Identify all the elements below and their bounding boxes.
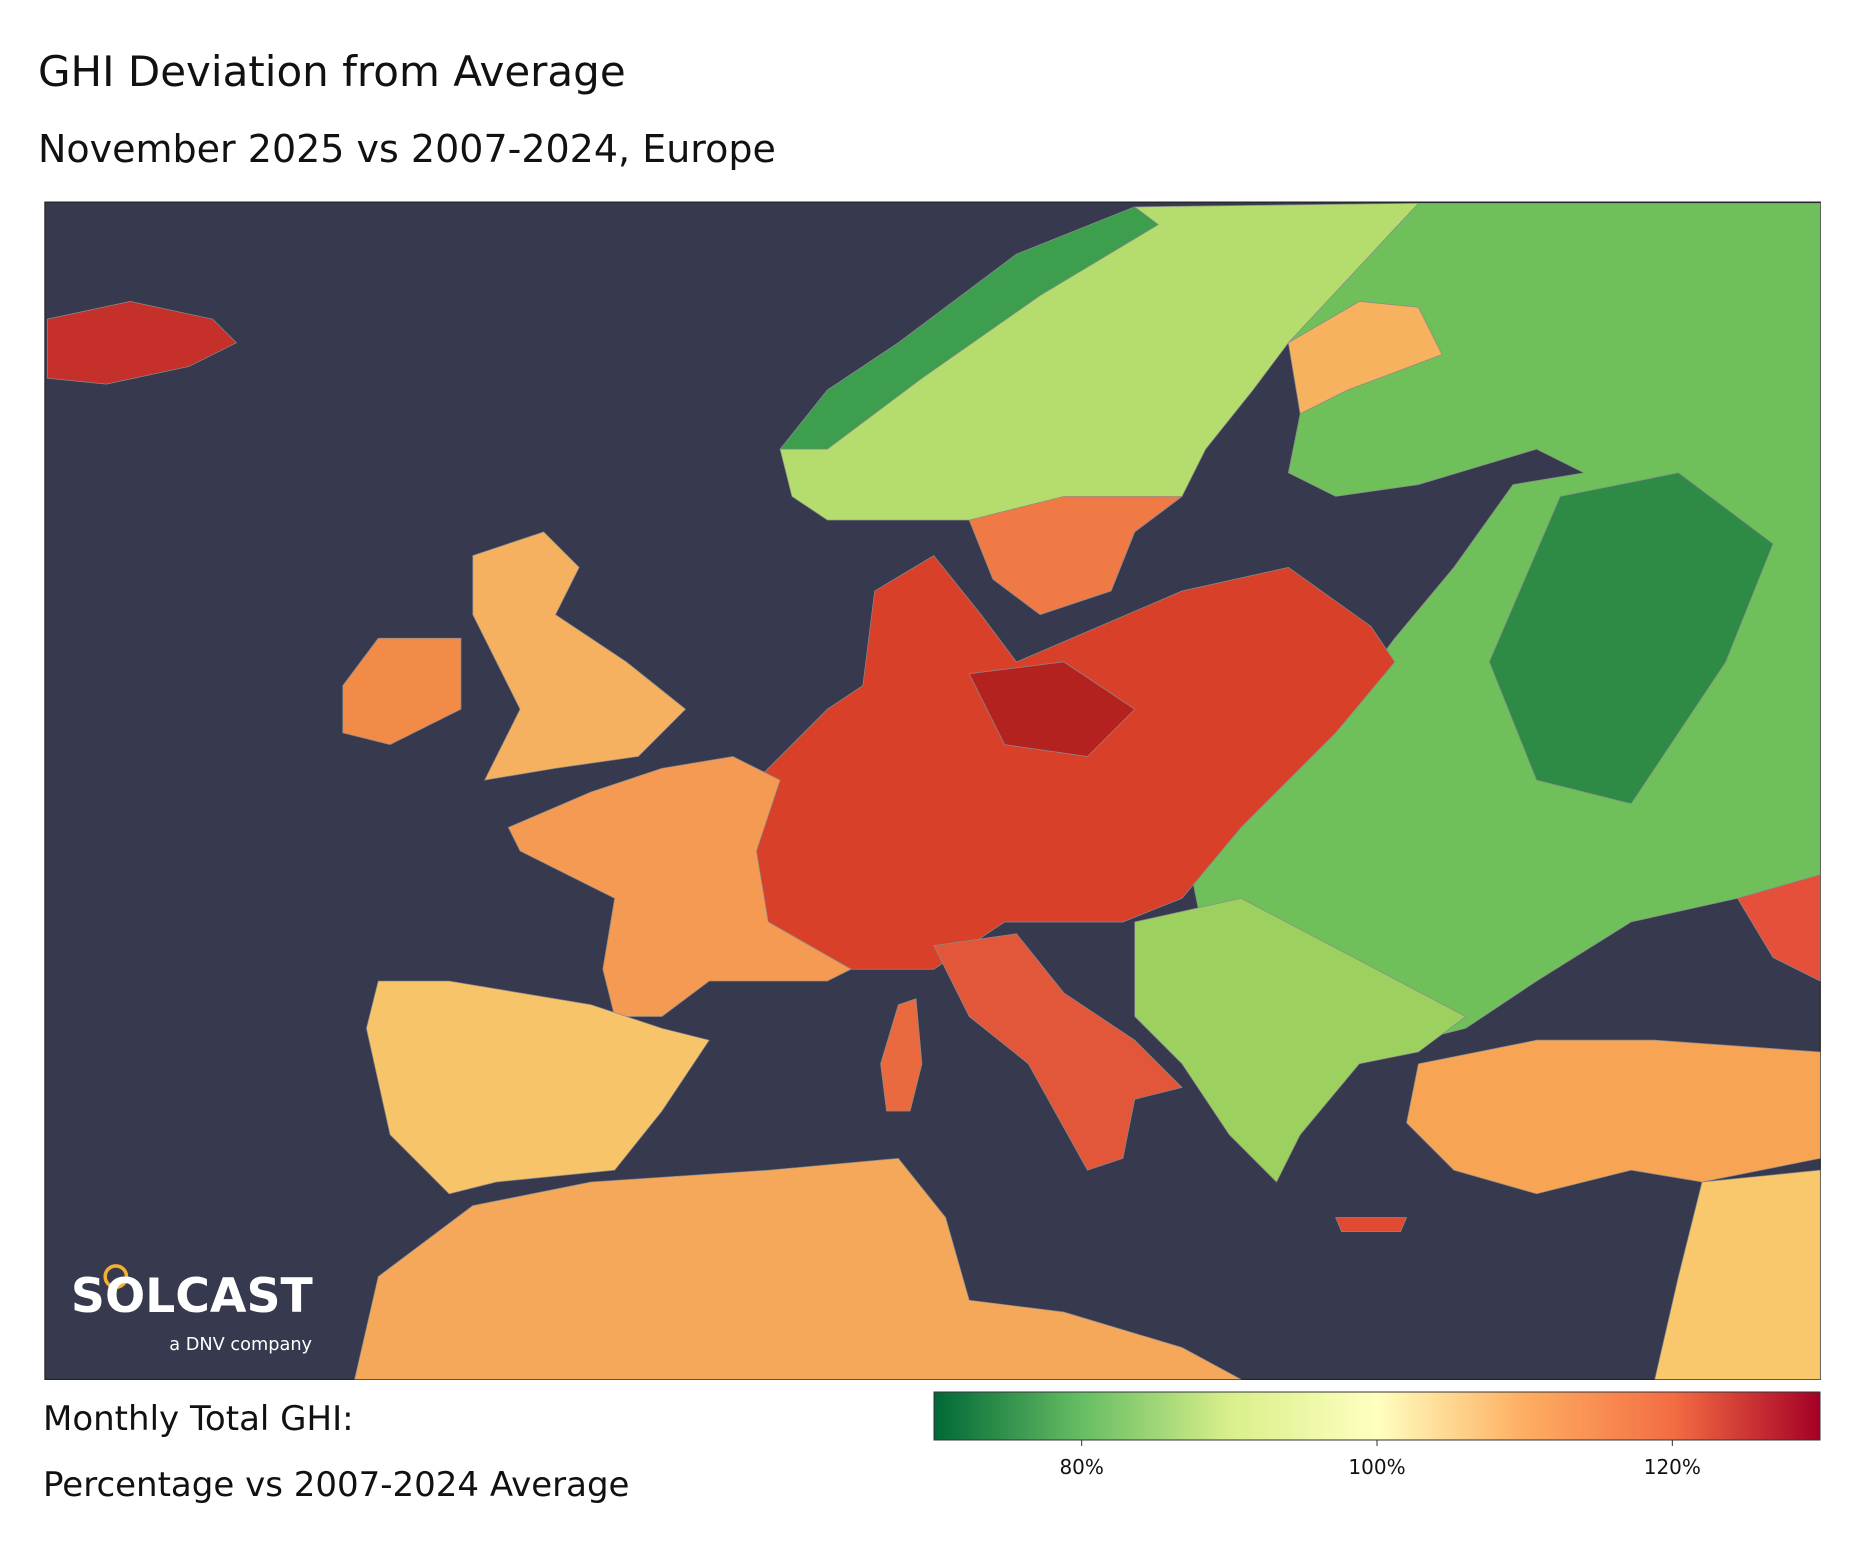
france	[507, 756, 852, 1017]
great-britain	[472, 531, 687, 781]
logo-name: SOLCAST	[71, 1269, 313, 1324]
caucasus	[1736, 874, 1821, 982]
north-africa	[354, 1157, 1242, 1380]
logo-sun	[103, 1264, 129, 1289]
russia-core	[1488, 472, 1774, 805]
map: SOLCAST a DNV company	[44, 201, 1821, 1380]
norway-coast	[779, 206, 1159, 450]
colorbar-tick-label: 80%	[1059, 1455, 1103, 1479]
iberia	[366, 980, 710, 1195]
sweden-south	[968, 496, 1184, 616]
italy	[933, 933, 1183, 1171]
crete	[1335, 1217, 1408, 1232]
legend-title: Percentage vs 2007-2024 Average	[43, 1465, 629, 1505]
ireland	[342, 637, 462, 746]
iceland	[46, 301, 237, 385]
turkey	[1406, 1039, 1821, 1195]
germany-core	[968, 661, 1136, 757]
subtitle: November 2025 vs 2007-2024, Europe	[38, 127, 776, 171]
colorbar-tick-label: 100%	[1348, 1455, 1405, 1479]
logo-tagline: a DNV company	[169, 1335, 312, 1355]
finland-west	[1287, 301, 1443, 415]
colorbar-tick-label: 120%	[1644, 1455, 1701, 1479]
title: GHI Deviation from Average	[38, 47, 626, 96]
balkans	[1134, 897, 1467, 1183]
corsica-sardinia	[880, 998, 923, 1112]
logo: SOLCAST a DNV company	[71, 1264, 313, 1355]
colorbar	[933, 1391, 1821, 1441]
legend-title: Monthly Total GHI:	[43, 1399, 354, 1439]
middle-east	[1654, 1169, 1821, 1380]
